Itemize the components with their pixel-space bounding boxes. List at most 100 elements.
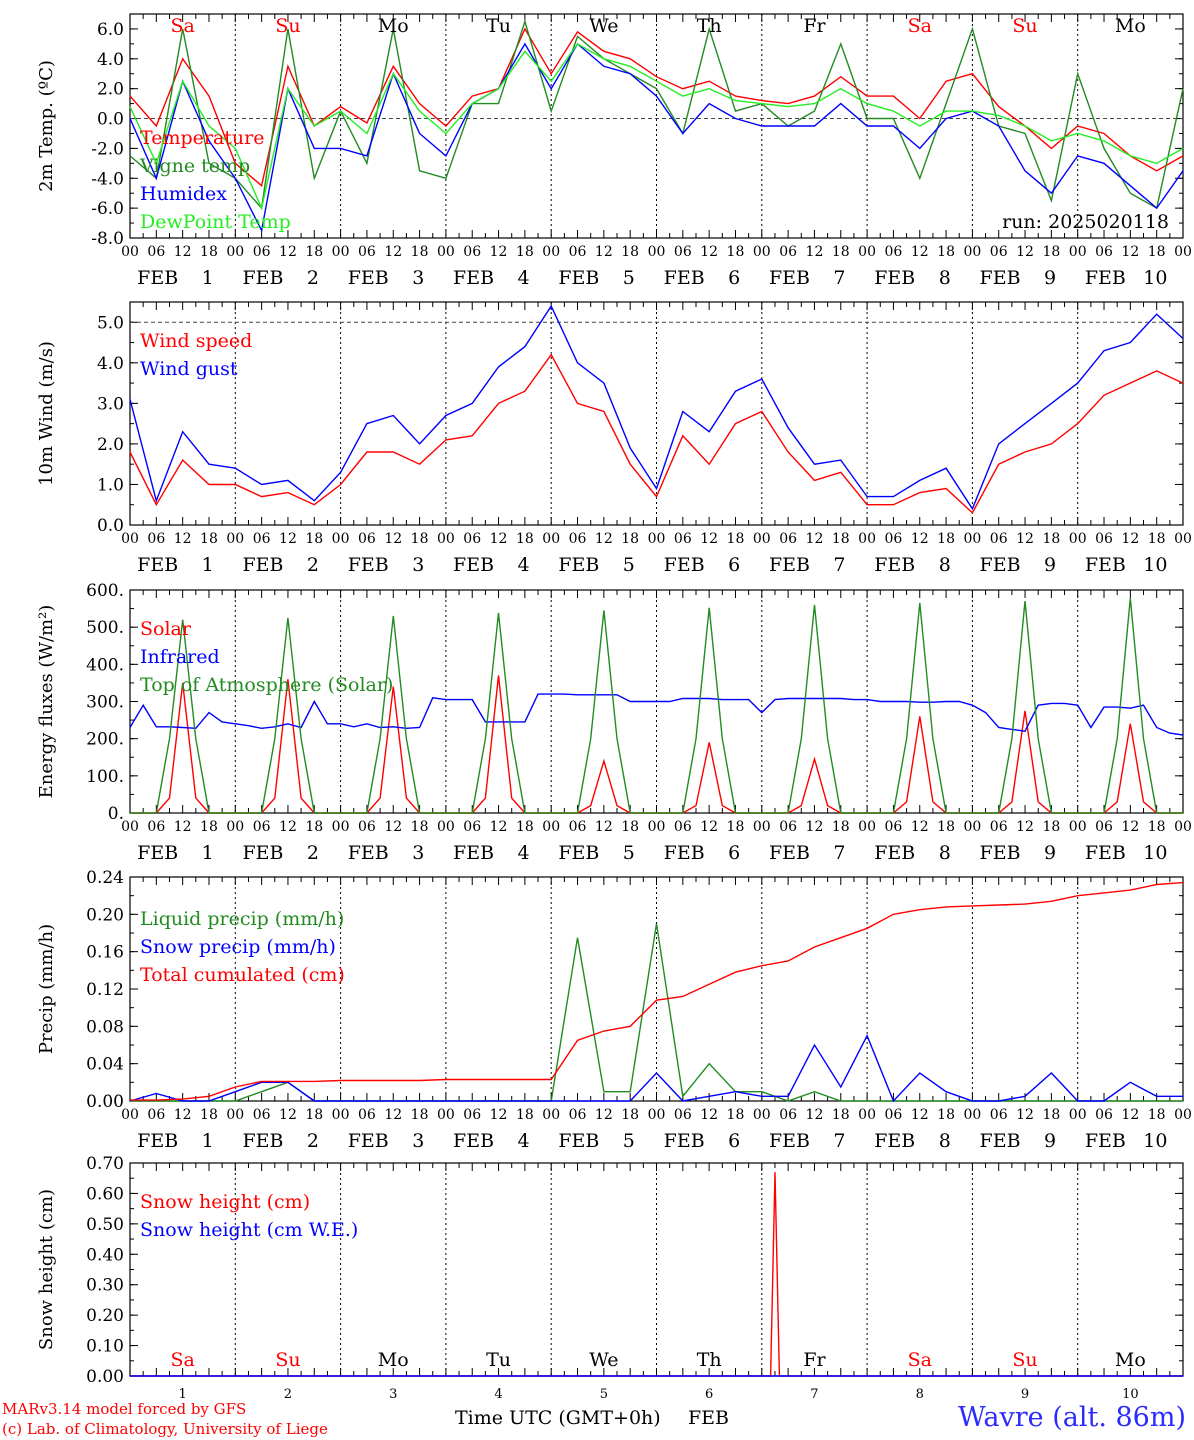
date-day-label: 4 <box>518 1130 530 1152</box>
x-tick-label: 06 <box>253 819 271 835</box>
x-tick-label: 18 <box>832 1107 850 1123</box>
x-tick-label: 18 <box>832 531 850 547</box>
day-number-label: 6 <box>705 1387 713 1402</box>
x-tick-label: 18 <box>621 1107 639 1123</box>
date-day-label: 4 <box>518 554 530 576</box>
x-tick-label: 00 <box>1174 819 1192 835</box>
x-tick-label: 12 <box>384 244 402 260</box>
weekday-label: Fr <box>803 15 826 37</box>
x-tick-label: 18 <box>411 819 429 835</box>
date-month-label: FEB <box>242 554 283 576</box>
legend-entry: Snow height (cm W.E.) <box>140 1219 358 1241</box>
series-line-humidex <box>129 42 1184 233</box>
x-tick-label: 00 <box>226 819 244 835</box>
x-tick-label: 18 <box>832 244 850 260</box>
x-tick-label: 06 <box>147 531 165 547</box>
x-tick-label: 18 <box>516 1107 534 1123</box>
y-tick-label: 600. <box>86 581 124 601</box>
x-tick-label: 00 <box>437 244 455 260</box>
y-tick-label: 4.0 <box>97 354 124 374</box>
legend-entry: Humidex <box>140 183 227 205</box>
day-number-label: 8 <box>916 1387 924 1402</box>
date-month-label: FEB <box>558 267 599 289</box>
x-tick-label: 18 <box>1148 531 1166 547</box>
date-day-label: 2 <box>307 1130 319 1152</box>
date-day-label: 3 <box>412 267 424 289</box>
weekday-label: Mo <box>378 15 409 37</box>
y-tick-label: 2.0 <box>97 80 124 100</box>
x-tick-label: 00 <box>226 1107 244 1123</box>
x-tick-label: 00 <box>332 531 350 547</box>
date-day-label: 6 <box>728 842 740 864</box>
x-tick-label: 06 <box>358 244 376 260</box>
x-tick-label: 12 <box>1121 531 1139 547</box>
date-day-label: 6 <box>728 1130 740 1152</box>
date-month-label: FEB <box>980 267 1021 289</box>
x-tick-label: 12 <box>490 1107 508 1123</box>
x-tick-label: 18 <box>621 531 639 547</box>
date-month-label: FEB <box>874 842 915 864</box>
date-day-label: 3 <box>412 842 424 864</box>
weekday-label: Mo <box>1115 1349 1146 1371</box>
y-tick-label: 0.10 <box>86 1337 124 1357</box>
date-month-label: FEB <box>137 554 178 576</box>
legend-entry: Snow precip (mm/h) <box>140 936 336 958</box>
weekday-label: Su <box>275 15 300 37</box>
date-day-label: 2 <box>307 842 319 864</box>
x-tick-label: 18 <box>727 819 745 835</box>
date-month-label: FEB <box>769 554 810 576</box>
date-month-label: FEB <box>453 267 494 289</box>
x-tick-label: 18 <box>832 819 850 835</box>
series-line-wind-gust <box>129 304 1184 511</box>
x-tick-label: 18 <box>937 1107 955 1123</box>
date-day-label: 8 <box>939 267 951 289</box>
date-day-label: 1 <box>202 1130 214 1152</box>
y-tick-label: 0.16 <box>86 943 124 963</box>
date-day-label: 7 <box>833 554 845 576</box>
x-tick-label: 06 <box>253 1107 271 1123</box>
date-day-label: 3 <box>412 554 424 576</box>
day-number-label: 2 <box>284 1387 292 1402</box>
y-tick-label: 0.20 <box>86 1306 124 1326</box>
x-tick-label: 18 <box>621 244 639 260</box>
date-day-label: 8 <box>939 554 951 576</box>
y-tick-label: 400. <box>86 655 124 675</box>
x-tick-label: 18 <box>411 244 429 260</box>
date-month-label: FEB <box>558 1130 599 1152</box>
weekday-label: Fr <box>803 1349 826 1371</box>
date-day-label: 10 <box>1143 1130 1167 1152</box>
x-tick-label: 06 <box>1095 819 1113 835</box>
date-day-label: 5 <box>623 1130 635 1152</box>
x-tick-label: 18 <box>621 819 639 835</box>
weekday-label: Mo <box>378 1349 409 1371</box>
x-tick-label: 12 <box>1121 1107 1139 1123</box>
x-tick-label: 12 <box>279 531 297 547</box>
y-tick-label: 0.00 <box>86 1092 124 1112</box>
date-month-label: FEB <box>348 842 389 864</box>
y-tick-label: 300. <box>86 693 124 713</box>
x-tick-label: 12 <box>490 819 508 835</box>
x-tick-label: 12 <box>490 531 508 547</box>
x-tick-label: 18 <box>305 819 323 835</box>
x-tick-label: 18 <box>937 531 955 547</box>
x-tick-label: 12 <box>700 1107 718 1123</box>
x-tick-label: 06 <box>569 531 587 547</box>
x-tick-label: 00 <box>332 1107 350 1123</box>
x-tick-label: 06 <box>1095 1107 1113 1123</box>
x-tick-label: 12 <box>174 531 192 547</box>
y-tick-label: -8.0 <box>91 229 124 249</box>
panel-2 <box>129 301 1184 526</box>
x-tick-label: 00 <box>226 531 244 547</box>
x-tick-label: 06 <box>358 1107 376 1123</box>
credit-line-2: (c) Lab. of Climatology, University of L… <box>2 1420 328 1438</box>
x-tick-label: 06 <box>779 819 797 835</box>
x-tick-label: 12 <box>911 1107 929 1123</box>
x-tick-label: 18 <box>727 244 745 260</box>
x-tick-label: 00 <box>1069 531 1087 547</box>
date-month-label: FEB <box>558 842 599 864</box>
x-tick-label: 00 <box>963 531 981 547</box>
legend-entry: Snow height (cm) <box>140 1191 310 1213</box>
x-tick-label: 06 <box>147 244 165 260</box>
x-tick-label: 18 <box>1042 531 1060 547</box>
series-line-temperature <box>129 27 1184 187</box>
